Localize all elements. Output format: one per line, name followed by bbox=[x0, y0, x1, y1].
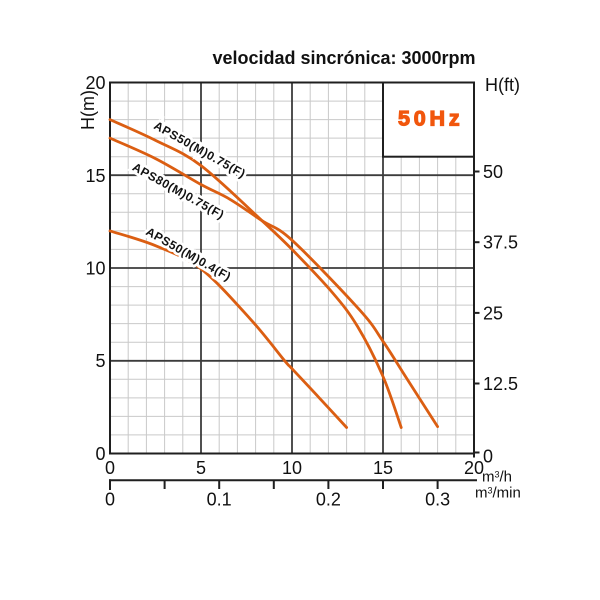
svg-text:0: 0 bbox=[105, 458, 115, 478]
svg-text:velocidad sincrónica: 3000rpm: velocidad sincrónica: 3000rpm bbox=[212, 48, 475, 68]
svg-text:37.5: 37.5 bbox=[483, 233, 518, 253]
svg-text:0.2: 0.2 bbox=[316, 489, 341, 509]
svg-text:10: 10 bbox=[282, 458, 302, 478]
svg-text:0: 0 bbox=[483, 447, 493, 467]
svg-text:m3/min: m3/min bbox=[475, 485, 521, 502]
svg-text:25: 25 bbox=[483, 303, 503, 323]
svg-text:0.3: 0.3 bbox=[425, 489, 450, 509]
svg-text:15: 15 bbox=[85, 166, 105, 186]
svg-text:H(ft): H(ft) bbox=[485, 75, 520, 95]
svg-text:5: 5 bbox=[196, 458, 206, 478]
svg-text:0.1: 0.1 bbox=[207, 489, 232, 509]
svg-text:5: 5 bbox=[95, 351, 105, 371]
svg-text:50Hz: 50Hz bbox=[398, 107, 463, 131]
svg-text:0: 0 bbox=[105, 489, 115, 509]
svg-text:0: 0 bbox=[95, 444, 105, 464]
svg-text:m3/h: m3/h bbox=[482, 469, 512, 486]
svg-text:50: 50 bbox=[483, 162, 503, 182]
svg-text:H(m): H(m) bbox=[78, 90, 98, 130]
svg-text:15: 15 bbox=[373, 458, 393, 478]
svg-text:20: 20 bbox=[85, 73, 105, 93]
svg-text:20: 20 bbox=[464, 458, 484, 478]
svg-text:10: 10 bbox=[85, 259, 105, 279]
svg-text:12.5: 12.5 bbox=[483, 374, 518, 394]
